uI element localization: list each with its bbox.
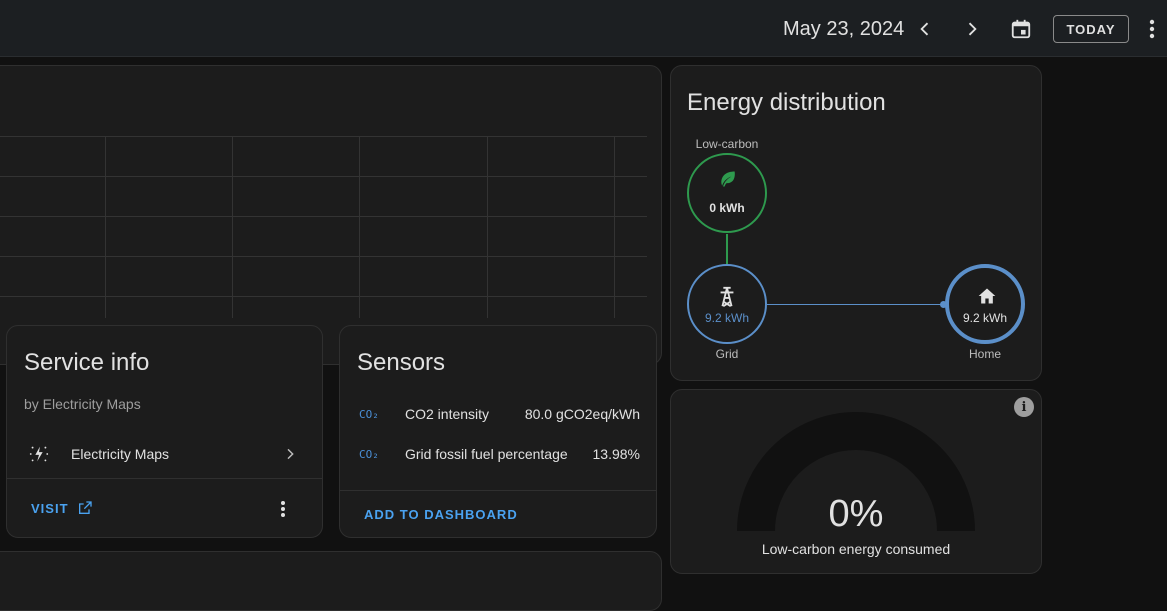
grid-to-home-flow-line bbox=[767, 304, 943, 305]
chart-gridline bbox=[614, 136, 615, 318]
previous-day-button[interactable] bbox=[909, 13, 941, 45]
energy-distribution-title: Energy distribution bbox=[687, 89, 886, 116]
grid-label: Grid bbox=[715, 347, 739, 361]
leaf-icon bbox=[721, 171, 735, 187]
service-info-subtitle: by Electricity Maps bbox=[24, 396, 141, 412]
service-info-card: Service info by Electricity Maps Electri… bbox=[6, 325, 323, 538]
sensor-value: 13.98% bbox=[592, 446, 640, 462]
sensor-row-co2-intensity[interactable]: CO₂ CO2 intensity 80.0 gCO2eq/kWh bbox=[340, 402, 656, 428]
more-options-button[interactable] bbox=[1137, 13, 1167, 45]
flow-dot bbox=[940, 301, 947, 308]
calendar-button[interactable] bbox=[1005, 13, 1037, 45]
low-carbon-flow-line bbox=[726, 234, 728, 264]
visit-label: VISIT bbox=[31, 500, 69, 516]
low-carbon-value: 0 kWh bbox=[709, 201, 745, 215]
home-label: Home bbox=[968, 347, 1001, 361]
transmission-tower-icon bbox=[720, 286, 734, 307]
low-carbon-label: Low-carbon bbox=[695, 137, 759, 151]
more-vertical-icon bbox=[281, 501, 285, 517]
chart-gridline bbox=[487, 136, 488, 318]
molecule-co2-icon: CO₂ bbox=[359, 408, 379, 421]
chart-gridline bbox=[0, 176, 647, 177]
integration-name: Electricity Maps bbox=[71, 446, 170, 462]
chart-gridline bbox=[0, 136, 647, 137]
info-icon: i bbox=[1021, 399, 1027, 415]
service-info-title: Service info bbox=[24, 349, 150, 376]
more-vertical-icon bbox=[1149, 19, 1155, 39]
grid-value: 9.2 kWh bbox=[704, 311, 749, 325]
chart-gridline bbox=[0, 296, 647, 297]
open-in-new-icon bbox=[78, 501, 92, 514]
low-carbon-circle[interactable]: 0 kWh bbox=[687, 153, 767, 233]
sensor-name: CO2 intensity bbox=[405, 406, 490, 422]
today-button[interactable]: TODAY bbox=[1053, 15, 1129, 43]
add-to-dashboard-button[interactable]: ADD TO DASHBOARD bbox=[364, 507, 518, 522]
home-icon bbox=[978, 288, 996, 304]
chevron-right-icon bbox=[968, 22, 977, 36]
home-value: 9.2 kWh bbox=[962, 311, 1007, 325]
sensors-title: Sensors bbox=[357, 349, 446, 376]
sensors-card: Sensors CO₂ CO2 intensity 80.0 gCO2eq/kW… bbox=[339, 325, 657, 538]
card-divider bbox=[7, 478, 322, 479]
sensor-row-fossil-fuel[interactable]: CO₂ Grid fossil fuel percentage 13.98% bbox=[340, 442, 656, 468]
chevron-left-icon bbox=[920, 22, 929, 36]
card-divider bbox=[340, 490, 656, 491]
electricity-sparkle-icon bbox=[29, 446, 49, 462]
info-button[interactable]: i bbox=[1014, 397, 1034, 417]
gauge-label: Low-carbon energy consumed bbox=[761, 541, 951, 557]
date-display: May 23, 2024 bbox=[783, 18, 905, 40]
visit-button[interactable]: VISIT bbox=[31, 500, 93, 516]
home-circle[interactable]: 9.2 kWh bbox=[945, 264, 1025, 344]
next-day-button[interactable] bbox=[956, 13, 988, 45]
sensor-value: 80.0 gCO2eq/kWh bbox=[524, 406, 640, 422]
chart-gridline bbox=[0, 216, 647, 217]
gauge-track bbox=[737, 412, 975, 532]
low-carbon-gauge-card: i 0% Low-carbon energy consumed bbox=[670, 389, 1042, 574]
chart-gridline bbox=[359, 136, 360, 318]
chart-gridline bbox=[232, 136, 233, 318]
molecule-co2-icon: CO₂ bbox=[359, 448, 379, 461]
grid-circle[interactable]: 9.2 kWh bbox=[687, 264, 767, 344]
calendar-icon bbox=[1011, 19, 1031, 39]
integration-row[interactable]: Electricity Maps bbox=[7, 434, 322, 474]
gauge-value: 0% bbox=[828, 493, 884, 535]
chart-gridline bbox=[0, 256, 647, 257]
service-more-button[interactable] bbox=[267, 493, 299, 525]
energy-chart-card bbox=[0, 65, 662, 365]
chart-gridline bbox=[105, 136, 106, 318]
bottom-card bbox=[0, 551, 662, 611]
gauge bbox=[737, 412, 975, 532]
top-bar: May 23, 2024 TODAY bbox=[0, 0, 1167, 57]
chevron-right-icon bbox=[287, 448, 294, 460]
energy-distribution-card: Energy distribution Low-carbon 0 kWh 9.2… bbox=[670, 65, 1042, 381]
sensor-name: Grid fossil fuel percentage bbox=[405, 446, 568, 462]
